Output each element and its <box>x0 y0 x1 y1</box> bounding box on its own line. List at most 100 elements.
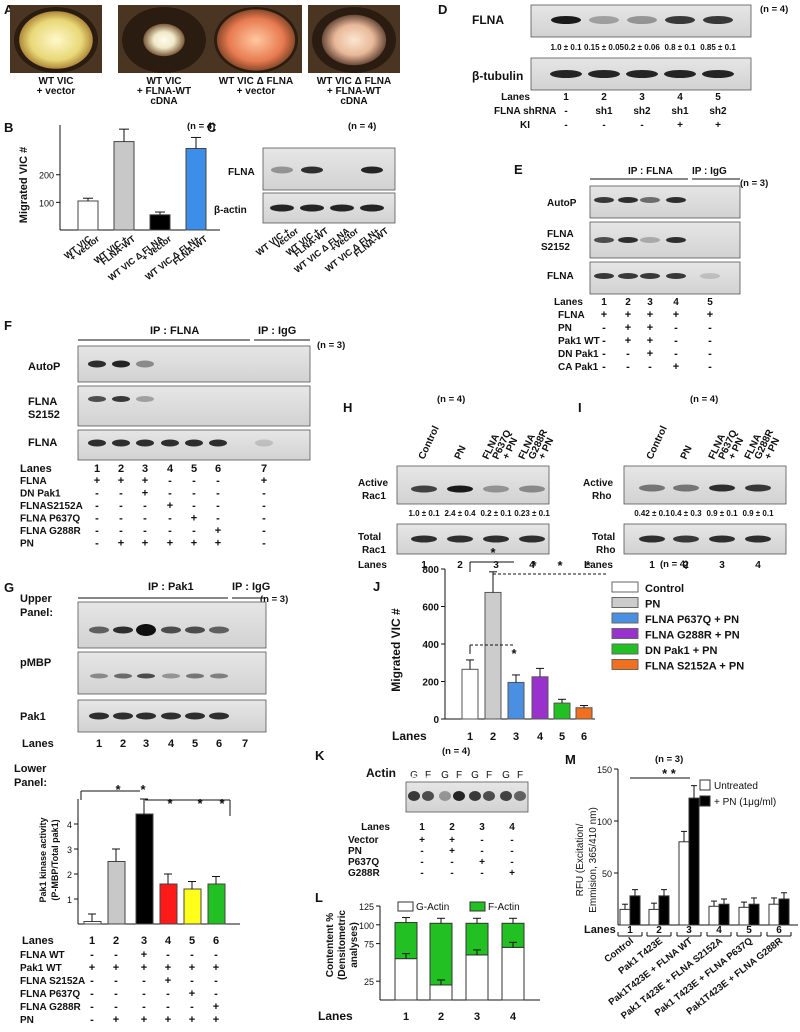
band <box>519 485 545 493</box>
band <box>483 485 509 493</box>
band <box>88 396 106 402</box>
lane-value: 3 <box>719 560 725 571</box>
quant-value: 0.42 ± 0.1 <box>634 509 670 518</box>
blot-label: FLNA <box>547 271 574 282</box>
condition-value: - <box>190 1001 194 1013</box>
gf-label: F <box>425 770 431 781</box>
condition-value: - <box>119 488 123 500</box>
condition-value: - <box>450 857 453 868</box>
panel-letter-B: B <box>4 120 13 135</box>
panel-letter-M: M <box>565 752 576 767</box>
n-label: (n = 3) <box>740 178 768 189</box>
condition-label: DN Pak1 <box>558 349 599 360</box>
condition-value: sh2 <box>709 106 727 117</box>
condition-value: - <box>602 348 606 360</box>
lane-value: 3 <box>142 463 148 475</box>
ip-label: IP : IgG <box>232 581 270 593</box>
condition-value: + <box>707 309 713 321</box>
y-axis-label: (Densitometric <box>337 910 348 980</box>
condition-value: - <box>602 322 606 334</box>
band <box>114 673 132 679</box>
condition-value: - <box>708 322 712 334</box>
condition-label: CA Pak1 <box>558 362 599 373</box>
condition-value: - <box>602 120 605 131</box>
lane-value: 4 <box>677 92 683 103</box>
significance-star: * <box>585 558 591 573</box>
condition-value: + <box>601 309 607 321</box>
significance-star: * <box>557 558 563 573</box>
lane-value: 1 <box>649 560 655 571</box>
blot-title: Actin <box>366 766 396 780</box>
y-tick-label: 1 <box>67 895 72 905</box>
condition-value: + <box>625 322 631 334</box>
blot-label: β-tubulin <box>472 69 523 83</box>
condition-label: FLNA S2152A <box>20 976 85 987</box>
condition-value: - <box>168 513 172 525</box>
condition-value: + <box>191 538 197 550</box>
bar <box>688 797 700 926</box>
bar <box>77 200 99 231</box>
band <box>640 273 660 279</box>
condition-value: + <box>167 538 173 550</box>
lane-value: 5 <box>715 92 721 103</box>
band <box>185 439 203 447</box>
quant-value: 0.9 ± 0.1 <box>742 509 774 518</box>
band <box>161 439 179 447</box>
condition-value: sh1 <box>671 106 689 117</box>
bar <box>83 921 102 925</box>
band <box>112 360 130 368</box>
band <box>703 16 733 24</box>
lane-value: 1 <box>467 731 473 743</box>
quant-value: 0.2 ± 0.06 <box>624 43 660 52</box>
blot-label: FLNA <box>547 229 574 240</box>
lane-value: 1 <box>419 822 425 833</box>
condition-value: + <box>449 835 455 846</box>
lane-value: 4 <box>165 935 172 947</box>
condition-value: - <box>480 868 483 879</box>
panel-letter-L: L <box>315 890 323 905</box>
bar-f-actin <box>429 922 453 986</box>
condition-value: + <box>141 949 147 961</box>
condition-label: PN <box>348 846 362 857</box>
blot-label: Rho <box>592 491 611 502</box>
condition-label: PN <box>20 539 34 550</box>
condition-label: FLNA <box>20 476 47 487</box>
band <box>300 204 324 212</box>
bar <box>507 681 525 720</box>
condition-value: + <box>189 1014 195 1026</box>
condition-value: - <box>216 488 220 500</box>
bar <box>748 903 760 926</box>
condition-value: - <box>190 949 194 961</box>
band <box>594 237 614 243</box>
lane-value: 3 <box>493 560 499 571</box>
band <box>589 16 619 24</box>
lane-value: 4 <box>673 297 679 308</box>
lane-value: 5 <box>707 297 713 308</box>
blot-label: Rac1 <box>362 545 386 556</box>
lane-value: 1 <box>601 297 607 308</box>
gf-label: G <box>441 770 449 781</box>
condition-value: - <box>262 538 266 550</box>
condition-value: - <box>119 500 123 512</box>
y-axis-label: analyses) <box>349 922 360 968</box>
dish-caption: WT VIC Δ FLNA <box>219 76 293 87</box>
condition-value: - <box>166 988 170 1000</box>
condition-value: - <box>143 500 147 512</box>
lane-value: 5 <box>191 463 197 475</box>
condition-value: - <box>214 988 218 1000</box>
condition-value: - <box>168 488 172 500</box>
lane-value: 5 <box>189 935 195 947</box>
bar <box>619 908 631 926</box>
y-tick-label: 0 <box>433 715 439 726</box>
condition-value: - <box>216 500 220 512</box>
quant-value: 2.4 ± 0.4 <box>444 509 476 518</box>
condition-value: sh1 <box>595 106 613 117</box>
lanes-label: Lanes <box>22 738 54 750</box>
cell-spot <box>216 9 296 71</box>
band <box>161 626 181 634</box>
condition-value: - <box>450 868 453 879</box>
condition-label: FLNA P637Q <box>20 989 80 1000</box>
lane-value: 5 <box>192 738 198 750</box>
quant-value: 1.0 ± 0.1 <box>550 43 582 52</box>
condition-label: PN <box>558 323 572 334</box>
